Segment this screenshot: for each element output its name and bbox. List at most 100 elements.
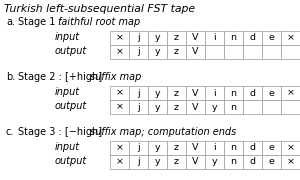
Bar	[205, 155, 224, 169]
Text: i: i	[213, 33, 216, 42]
Bar	[281, 155, 300, 169]
Text: n: n	[230, 102, 236, 111]
Text: ×: ×	[286, 158, 295, 166]
Bar	[129, 141, 148, 155]
Bar	[281, 45, 300, 59]
Text: n: n	[230, 89, 236, 98]
Bar	[243, 45, 262, 59]
Bar	[224, 45, 243, 59]
Bar	[205, 31, 224, 45]
Bar	[148, 155, 167, 169]
Text: a.: a.	[6, 17, 15, 27]
Bar	[167, 100, 186, 114]
Text: ×: ×	[116, 33, 124, 42]
Text: output: output	[55, 46, 87, 56]
Bar	[167, 155, 186, 169]
Text: output: output	[55, 101, 87, 111]
Text: ×: ×	[286, 33, 295, 42]
Bar	[148, 31, 167, 45]
Bar	[281, 141, 300, 155]
Text: z: z	[174, 89, 179, 98]
Bar	[224, 100, 243, 114]
Text: i: i	[213, 143, 216, 152]
Text: n: n	[230, 33, 236, 42]
Text: y: y	[155, 33, 160, 42]
Bar	[167, 86, 186, 100]
Text: Stage 3 : [−high]: Stage 3 : [−high]	[18, 127, 105, 137]
Text: ×: ×	[116, 48, 124, 57]
Text: n: n	[230, 158, 236, 166]
Text: n: n	[230, 143, 236, 152]
Bar	[129, 45, 148, 59]
Bar	[205, 45, 224, 59]
Bar	[186, 31, 205, 45]
Bar	[224, 141, 243, 155]
Bar	[110, 31, 129, 45]
Text: suffix map; computation ends: suffix map; computation ends	[90, 127, 236, 137]
Text: y: y	[155, 158, 160, 166]
Bar	[243, 141, 262, 155]
Text: y: y	[155, 102, 160, 111]
Bar	[129, 155, 148, 169]
Bar	[110, 86, 129, 100]
Bar	[224, 86, 243, 100]
Bar	[262, 86, 281, 100]
Bar	[167, 141, 186, 155]
Text: z: z	[174, 158, 179, 166]
Bar	[262, 31, 281, 45]
Text: V: V	[192, 102, 199, 111]
Text: d: d	[250, 143, 256, 152]
Text: e: e	[268, 33, 274, 42]
Text: faithful root map: faithful root map	[58, 17, 140, 27]
Bar	[129, 100, 148, 114]
Text: j: j	[137, 102, 140, 111]
Bar	[243, 86, 262, 100]
Bar	[224, 155, 243, 169]
Text: Stage 1 :: Stage 1 :	[18, 17, 65, 27]
Text: j: j	[137, 33, 140, 42]
Bar	[243, 100, 262, 114]
Bar	[110, 155, 129, 169]
Bar	[186, 141, 205, 155]
Text: V: V	[192, 33, 199, 42]
Bar	[262, 141, 281, 155]
Bar	[110, 100, 129, 114]
Bar	[129, 31, 148, 45]
Bar	[281, 100, 300, 114]
Text: ×: ×	[116, 143, 124, 152]
Bar	[148, 100, 167, 114]
Text: j: j	[137, 48, 140, 57]
Text: ×: ×	[116, 158, 124, 166]
Bar	[148, 141, 167, 155]
Bar	[110, 141, 129, 155]
Text: input: input	[55, 142, 80, 152]
Bar	[148, 45, 167, 59]
Text: d: d	[250, 89, 256, 98]
Text: i: i	[213, 89, 216, 98]
Bar	[167, 45, 186, 59]
Text: z: z	[174, 48, 179, 57]
Bar	[148, 86, 167, 100]
Text: output: output	[55, 156, 87, 166]
Bar	[186, 100, 205, 114]
Text: V: V	[192, 158, 199, 166]
Text: j: j	[137, 143, 140, 152]
Text: y: y	[212, 102, 217, 111]
Text: input: input	[55, 32, 80, 42]
Text: e: e	[268, 158, 274, 166]
Text: y: y	[155, 48, 160, 57]
Text: b.: b.	[6, 72, 15, 82]
Bar	[243, 31, 262, 45]
Text: d: d	[250, 158, 256, 166]
Bar	[205, 100, 224, 114]
Text: ×: ×	[116, 89, 124, 98]
Text: y: y	[155, 143, 160, 152]
Text: V: V	[192, 143, 199, 152]
Bar	[110, 45, 129, 59]
Bar	[262, 100, 281, 114]
Text: suffix map: suffix map	[90, 72, 141, 82]
Bar	[186, 45, 205, 59]
Bar	[243, 155, 262, 169]
Bar	[281, 31, 300, 45]
Text: Stage 2 : [+high]: Stage 2 : [+high]	[18, 72, 105, 82]
